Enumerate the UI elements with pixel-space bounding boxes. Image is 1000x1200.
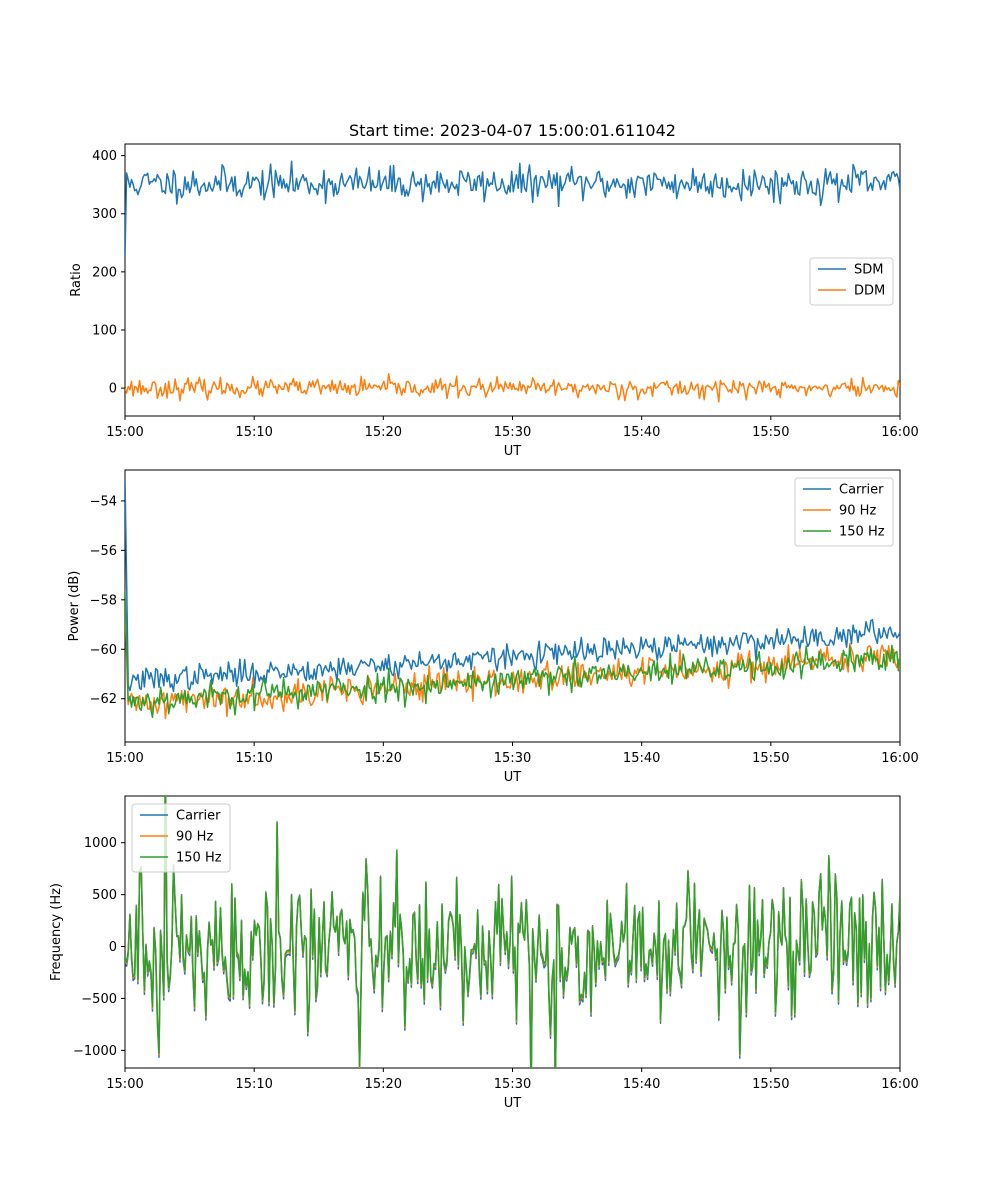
series-line-ddm <box>125 373 900 403</box>
x-tick-label: 15:00 <box>106 1077 143 1092</box>
y-axis-label: Frequency (Hz) <box>49 883 64 981</box>
y-tick-label: −60 <box>90 643 117 658</box>
x-tick-label: 15:20 <box>365 1077 402 1092</box>
series-group <box>125 160 900 403</box>
y-tick-label: −1000 <box>73 1044 117 1059</box>
x-tick-label: 15:00 <box>106 425 143 440</box>
x-tick-label: 16:00 <box>881 425 918 440</box>
legend-label: 150 Hz <box>176 851 222 866</box>
legend: Carrier 90 Hz 150 Hz <box>131 803 231 873</box>
legend-label: Carrier <box>176 809 221 824</box>
legend: Carrier 90 Hz 150 Hz <box>794 477 894 547</box>
y-axis-label: Ratio <box>69 263 84 296</box>
x-tick-label: 15:40 <box>623 751 660 766</box>
legend-box <box>794 477 894 547</box>
x-tick-label: 15:30 <box>494 425 531 440</box>
y-tick-label: −500 <box>81 992 117 1007</box>
y-tick-label: −58 <box>90 593 117 608</box>
y-tick-label: −56 <box>90 544 117 559</box>
x-tick-label: 15:40 <box>623 1077 660 1092</box>
y-tick-label: 500 <box>92 888 117 903</box>
x-tick-label: 15:30 <box>494 751 531 766</box>
chart-title: Start time: 2023-04-07 15:00:01.611042 <box>349 121 676 140</box>
x-tick-label: 16:00 <box>881 1077 918 1092</box>
legend-label: SDM <box>854 263 883 278</box>
y-axis-label: Power (dB) <box>67 571 82 642</box>
x-tick-label: 15:50 <box>752 425 789 440</box>
legend-label: Carrier <box>839 483 884 498</box>
legend-label: DDM <box>854 284 885 299</box>
y-tick-label: −54 <box>90 494 117 509</box>
legend-label: 90 Hz <box>839 504 876 519</box>
x-tick-label: 15:00 <box>106 751 143 766</box>
series-line-150-hz <box>125 589 900 719</box>
y-tick-label: 0 <box>109 382 117 397</box>
y-tick-label: 0 <box>109 940 117 955</box>
subplot-1: 15:00 15:10 15:20 15:30 15:40 15:50 16:00 UT 0 10… <box>69 143 919 459</box>
series-group <box>125 478 900 720</box>
y-tick-label: −62 <box>90 692 117 707</box>
x-tick-label: 15:20 <box>365 751 402 766</box>
series-line-sdm <box>125 160 900 257</box>
x-tick-label: 16:00 <box>881 751 918 766</box>
x-tick-label: 15:10 <box>235 751 272 766</box>
x-axis-label: UT <box>504 1096 522 1111</box>
legend-box <box>131 803 231 873</box>
x-tick-label: 15:50 <box>752 1077 789 1092</box>
x-tick-label: 15:10 <box>235 1077 272 1092</box>
legend: SDM DDM <box>809 257 894 306</box>
subplot-3: 15:00 15:10 15:20 15:30 15:40 15:50 16:00 UT −10… <box>49 795 919 1111</box>
series-line-carrier <box>125 478 900 693</box>
x-tick-label: 15:10 <box>235 425 272 440</box>
y-tick-label: 100 <box>92 323 117 338</box>
y-tick-label: 300 <box>92 207 117 222</box>
panels: 15:00 15:10 15:20 15:30 15:40 15:50 16:00 UT 0 10… <box>49 143 919 1111</box>
series-line-150-hz <box>125 796 900 1068</box>
subplot-2: 15:00 15:10 15:20 15:30 15:40 15:50 16:00 UT −62… <box>67 469 919 785</box>
x-tick-label: 15:30 <box>494 1077 531 1092</box>
x-axis-label: UT <box>504 770 522 785</box>
x-axis-label: UT <box>504 444 522 459</box>
y-tick-label: 400 <box>92 149 117 164</box>
x-tick-label: 15:40 <box>623 425 660 440</box>
y-tick-label: 1000 <box>84 836 117 851</box>
series-group <box>125 796 900 1068</box>
legend-label: 150 Hz <box>839 525 885 540</box>
legend-label: 90 Hz <box>176 830 213 845</box>
x-tick-label: 15:20 <box>365 425 402 440</box>
x-tick-label: 15:50 <box>752 751 789 766</box>
y-tick-label: 200 <box>92 265 117 280</box>
